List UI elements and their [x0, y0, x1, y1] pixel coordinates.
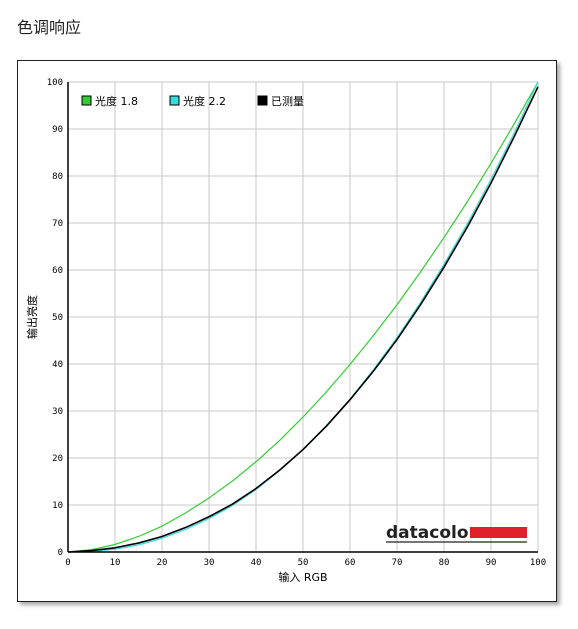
page-title: 色调响应	[17, 18, 82, 37]
x-tick-labels: 0 10 20 30 40 50 60 70 80 90 100	[65, 558, 546, 568]
x-tick-label: 0	[65, 558, 70, 568]
y-tick-label: 70	[52, 219, 63, 229]
y-tick-label: 20	[52, 454, 63, 464]
x-tick-label: 30	[204, 558, 215, 568]
x-tick-label: 50	[298, 558, 309, 568]
legend-swatch-3	[257, 95, 268, 106]
legend: 光度 1.8 光度 2.2 已测量	[81, 94, 304, 108]
x-tick-label: 80	[439, 558, 450, 568]
axes	[67, 82, 538, 553]
x-tick-label: 70	[392, 558, 403, 568]
series-lines	[67, 81, 539, 553]
x-tick-label: 40	[251, 558, 262, 568]
y-tick-labels: 0 10 20 30 40 50 60 70 80 90 100	[47, 78, 63, 558]
logo-wordmark: datacolor	[386, 523, 478, 543]
y-tick-label: 80	[52, 172, 63, 182]
y-tick-label: 100	[47, 78, 63, 88]
grid-lines	[67, 81, 539, 553]
y-tick-label: 10	[52, 501, 63, 511]
y-tick-label: 40	[52, 360, 63, 370]
y-tick-label: 60	[52, 266, 63, 276]
x-tick-label: 20	[157, 558, 168, 568]
series-line-3	[67, 86, 539, 553]
y-tick-label: 50	[52, 313, 63, 323]
legend-swatch-2	[169, 95, 180, 106]
tone-response-chart: 0 10 20 30 40 50 60 70 80 90 100 0 10 20 30 40 50 60 70 80…	[25, 78, 546, 584]
x-tick-label: 10	[110, 558, 121, 568]
y-tick-label: 90	[52, 125, 63, 135]
x-axis-title: 输入 RGB	[278, 570, 327, 584]
y-axis-title: 输出亮度	[25, 295, 39, 339]
legend-swatch-1	[81, 95, 92, 106]
legend-label-3: 已测量	[271, 95, 304, 108]
series-line-1	[67, 81, 539, 553]
x-tick-label: 90	[486, 558, 497, 568]
y-tick-label: 0	[58, 548, 63, 558]
x-tick-label: 100	[530, 558, 546, 568]
datacolor-logo: datacolor	[386, 523, 527, 543]
chart-frame: 0 10 20 30 40 50 60 70 80 90 100 0 10 20 30 40 50 60 70 80…	[17, 60, 557, 602]
legend-label-2: 光度 2.2	[183, 94, 226, 108]
y-tick-label: 30	[52, 407, 63, 417]
x-tick-label: 60	[345, 558, 356, 568]
legend-label-1: 光度 1.8	[95, 94, 138, 108]
logo-red-bar	[470, 527, 527, 538]
